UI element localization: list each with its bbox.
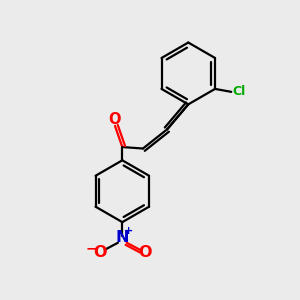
Text: −: − [86, 241, 98, 255]
Text: N: N [116, 230, 129, 245]
Text: Cl: Cl [233, 85, 246, 98]
Text: O: O [93, 245, 106, 260]
Text: O: O [109, 112, 121, 127]
Text: O: O [138, 245, 152, 260]
Text: +: + [124, 226, 134, 236]
